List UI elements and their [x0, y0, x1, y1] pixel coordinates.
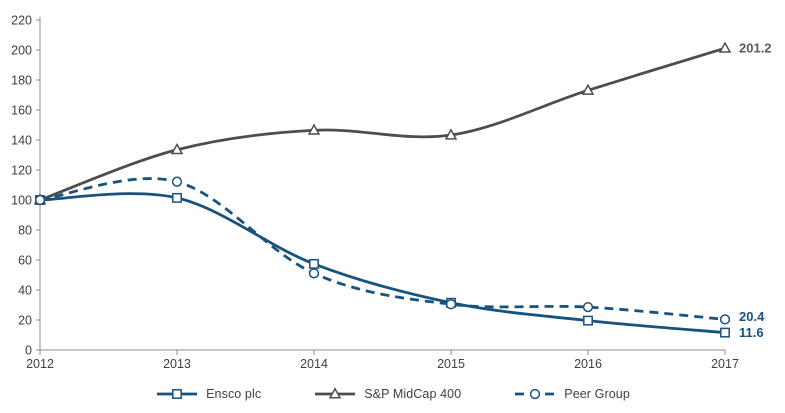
- data-label-peer-group: 20.4: [739, 309, 765, 324]
- legend-label-peer-group: Peer Group: [564, 387, 630, 401]
- legend-item-sp-midcap-400: S&P MidCap 400: [313, 387, 461, 401]
- x-tick-label: 2017: [711, 357, 739, 371]
- marker-triangle-s-p-midcap-400: [718, 41, 732, 53]
- marker-circle-peer-group: [308, 268, 320, 279]
- y-tick-label: 160: [11, 104, 32, 118]
- legend-sample-triangle-line-icon: [315, 387, 356, 399]
- marker-square-ensco-plc: [720, 327, 730, 338]
- y-tick-label: 60: [18, 254, 32, 268]
- marker-square-ensco-plc: [583, 315, 593, 326]
- marker-circle-peer-group: [445, 299, 457, 310]
- marker-triangle-s-p-midcap-400: [170, 143, 184, 155]
- legend-item-peer-group: Peer Group: [513, 387, 630, 401]
- marker-circle-peer-group: [582, 301, 594, 313]
- legend-item-ensco-plc: Ensco plc: [155, 387, 261, 401]
- legend-label-ensco-plc: Ensco plc: [206, 387, 262, 401]
- marker-square-ensco-plc: [309, 258, 319, 269]
- x-tick-label: 2013: [163, 357, 191, 371]
- marker-square-ensco-plc: [172, 192, 182, 203]
- data-label-s-p-midcap-400: 201.2: [739, 41, 772, 56]
- x-tick-label: 2012: [26, 357, 54, 371]
- y-tick-label: 40: [18, 284, 32, 298]
- y-tick-label: 20: [18, 314, 32, 328]
- data-label-ensco-plc: 11.6: [739, 325, 764, 340]
- y-tick-label: 100: [11, 194, 32, 208]
- marker-triangle-s-p-midcap-400: [444, 128, 458, 140]
- chart-legend: Ensco plc S&P MidCap 400 Peer Group: [0, 381, 785, 407]
- marker-circle-peer-group: [719, 314, 731, 325]
- x-tick-label: 2014: [300, 357, 328, 371]
- y-tick-label: 0: [25, 344, 32, 358]
- marker-triangle-s-p-midcap-400: [581, 83, 595, 95]
- marker-triangle-s-p-midcap-400: [307, 123, 321, 135]
- x-tick-label: 2015: [437, 357, 465, 371]
- series-line-ensco-plc: [39, 192, 726, 334]
- y-tick-label: 200: [11, 44, 32, 58]
- legend-circle-marker-icon: [530, 388, 541, 400]
- marker-circle-peer-group: [171, 176, 183, 187]
- y-tick-label: 180: [11, 74, 32, 88]
- performance-line-chart: 0 20 40 60 80 100 120 140 160 180 200 220 2012 2013 20…: [11, 14, 772, 372]
- x-tick-label: 2016: [574, 357, 602, 371]
- legend-sample-square-line-icon: [157, 389, 198, 399]
- y-tick-label: 120: [11, 164, 32, 178]
- legend-label-sp-midcap-400: S&P MidCap 400: [364, 387, 462, 401]
- legend-square-marker-icon: [172, 389, 183, 399]
- y-tick-label: 220: [11, 14, 32, 28]
- marker-circle-peer-group: [34, 194, 46, 206]
- y-tick-label: 80: [18, 224, 32, 238]
- legend-triangle-marker-icon: [328, 387, 342, 399]
- y-tick-label: 140: [11, 134, 32, 148]
- legend-sample-circle-dash-icon: [515, 388, 556, 400]
- series-line-peer-group: [39, 177, 726, 321]
- series-line-s-p-midcap-400: [39, 46, 726, 202]
